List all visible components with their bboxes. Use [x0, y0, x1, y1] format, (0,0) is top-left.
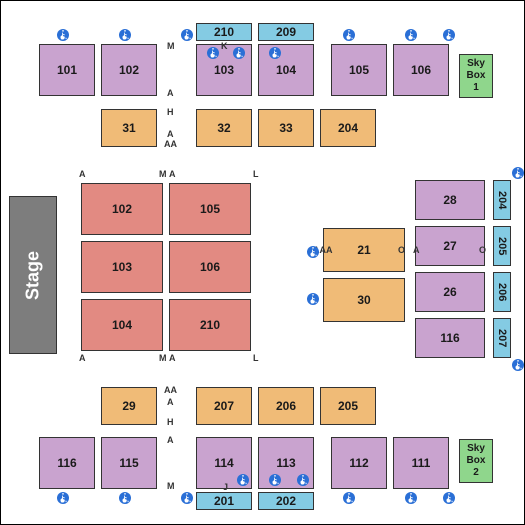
section-22[interactable]: 31	[101, 109, 157, 147]
wheelchair-icon	[207, 47, 219, 59]
section-sky2[interactable]: SkyBox2	[459, 439, 493, 483]
section-205[interactable]: 205	[493, 226, 511, 266]
wheelchair-icon	[269, 47, 281, 59]
section-20[interactable]: 21	[323, 228, 405, 272]
section-204[interactable]: 204	[493, 180, 511, 220]
section-112[interactable]: 112	[331, 437, 387, 489]
section-sky1[interactable]: SkyBox1	[459, 54, 493, 98]
row-label: A	[169, 353, 176, 363]
section-210[interactable]: 210	[196, 23, 252, 41]
wheelchair-icon	[443, 29, 455, 41]
row-label: A	[169, 169, 176, 179]
row-label: AA	[164, 385, 177, 395]
section-201[interactable]: 201	[196, 492, 252, 510]
section-206[interactable]: 206	[493, 272, 511, 312]
row-label: M	[159, 353, 167, 363]
section-31[interactable]: 27	[415, 226, 485, 266]
row-label: A	[413, 245, 420, 255]
wheelchair-icon	[119, 29, 131, 41]
row-label: A	[167, 129, 174, 139]
seating-chart: Stage101102103104105106210209SkyBox13132…	[0, 0, 525, 525]
wheelchair-icon	[405, 29, 417, 41]
section-102[interactable]: 102	[101, 44, 157, 96]
wheelchair-icon	[405, 492, 417, 504]
section-101[interactable]: 101	[39, 44, 95, 96]
wheelchair-icon	[443, 492, 455, 504]
wheelchair-icon	[343, 492, 355, 504]
section-2[interactable]: 103	[81, 241, 163, 293]
section-6[interactable]: 210	[169, 299, 251, 351]
section-111[interactable]: 111	[393, 437, 449, 489]
wheelchair-icon	[269, 474, 281, 486]
wheelchair-icon	[233, 47, 245, 59]
wheelchair-icon	[237, 474, 249, 486]
section-29[interactable]: 29	[101, 387, 157, 425]
row-label: O	[479, 245, 486, 255]
section-25[interactable]: 204	[320, 109, 376, 147]
stage[interactable]: Stage	[9, 196, 57, 354]
row-label: A	[167, 88, 174, 98]
row-label: L	[253, 169, 259, 179]
row-label: K	[221, 41, 228, 51]
row-label: A	[167, 435, 174, 445]
section-30[interactable]: 28	[415, 180, 485, 220]
wheelchair-icon	[119, 492, 131, 504]
row-label: M	[159, 169, 167, 179]
wheelchair-icon	[307, 293, 319, 305]
section-28[interactable]: 207	[196, 387, 252, 425]
wheelchair-icon	[181, 492, 193, 504]
wheelchair-icon	[307, 246, 319, 258]
section-21[interactable]: 30	[323, 278, 405, 322]
wheelchair-icon	[57, 29, 69, 41]
section-26[interactable]: 205	[320, 387, 376, 425]
row-label: H	[167, 417, 174, 427]
section-24[interactable]: 33	[258, 109, 314, 147]
wheelchair-icon	[512, 167, 524, 179]
wheelchair-icon	[57, 492, 69, 504]
row-label: A	[79, 169, 86, 179]
section-33[interactable]: 116	[415, 318, 485, 358]
row-label: H	[167, 107, 174, 117]
section-116[interactable]: 116	[39, 437, 95, 489]
row-label: M	[167, 481, 175, 491]
section-202[interactable]: 202	[258, 492, 314, 510]
section-4[interactable]: 105	[169, 183, 251, 235]
section-32[interactable]: 26	[415, 272, 485, 312]
row-label: AA	[164, 139, 177, 149]
row-label: L	[253, 353, 259, 363]
section-27[interactable]: 206	[258, 387, 314, 425]
row-label: M	[167, 41, 175, 51]
section-209[interactable]: 209	[258, 23, 314, 41]
section-1[interactable]: 102	[81, 183, 163, 235]
section-23[interactable]: 32	[196, 109, 252, 147]
row-label: O	[398, 245, 405, 255]
section-105[interactable]: 105	[331, 44, 387, 96]
row-label: J	[223, 482, 228, 492]
wheelchair-icon	[512, 359, 524, 371]
wheelchair-icon	[297, 474, 309, 486]
section-3[interactable]: 104	[81, 299, 163, 351]
row-label: A	[79, 353, 86, 363]
section-5[interactable]: 106	[169, 241, 251, 293]
section-106[interactable]: 106	[393, 44, 449, 96]
section-104[interactable]: 104	[258, 44, 314, 96]
section-207[interactable]: 207	[493, 318, 511, 358]
wheelchair-icon	[181, 29, 193, 41]
section-115[interactable]: 115	[101, 437, 157, 489]
row-label: A	[167, 397, 174, 407]
wheelchair-icon	[343, 29, 355, 41]
